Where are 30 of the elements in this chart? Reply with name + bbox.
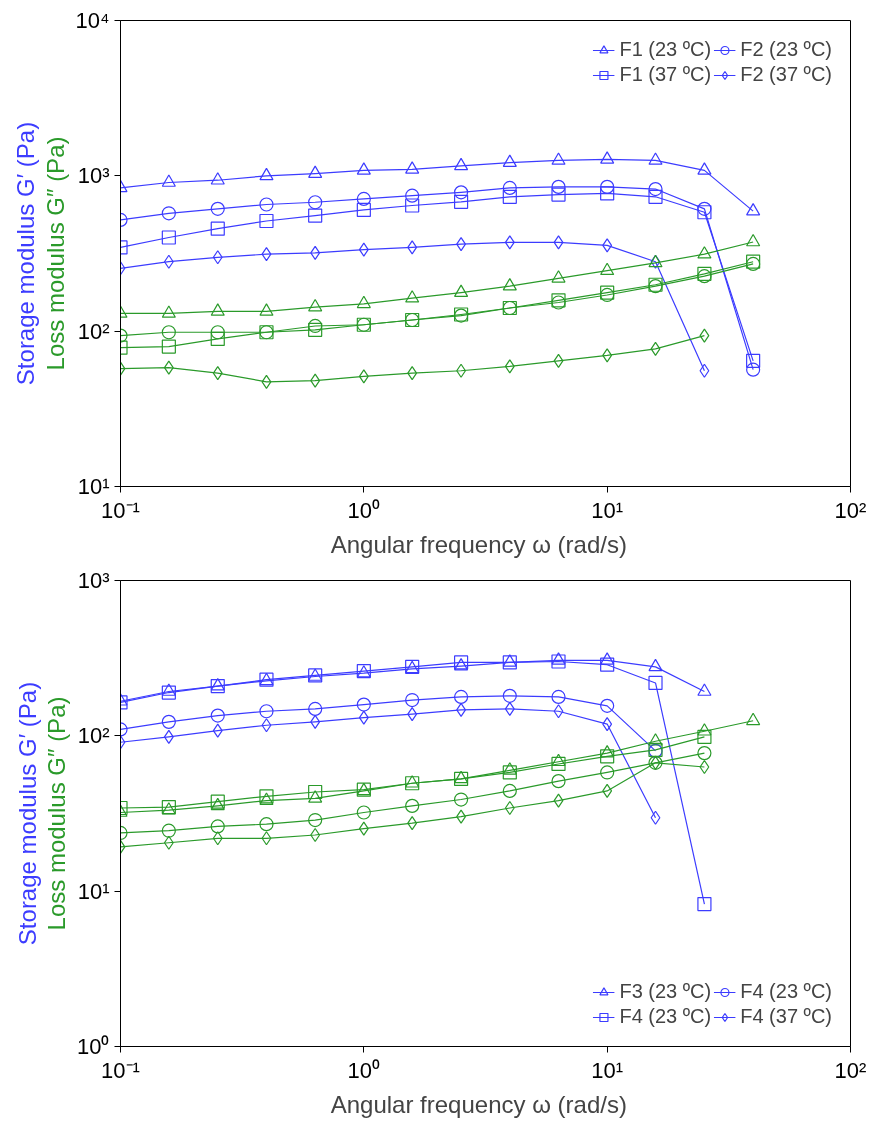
x-tick-label: 10⁰ (347, 1057, 381, 1083)
y-axis-title: Storage modulus G′ (Pa) (11, 121, 39, 386)
x-tick-label: 10¹ (591, 497, 624, 523)
y-tick-label: 10³ (77, 568, 110, 593)
legend-label: F4 (23 ºC) (740, 980, 832, 1003)
x-tick-label: 10² (834, 1057, 867, 1083)
x-tick-label: 10⁻¹ (101, 497, 140, 523)
legend-label: F4 (23 ºC) (619, 1005, 712, 1028)
x-tick-label: 10¹ (591, 1057, 624, 1083)
x-tick-label: 10² (834, 497, 867, 523)
y-tick-label: 10² (77, 318, 110, 344)
legend-label: F2 (37 ºC) (740, 63, 832, 86)
y-tick-label: 10¹ (77, 878, 110, 904)
y2-axis-title: Loss modulus G″ (Pa) (43, 696, 71, 931)
y-tick-label: 10⁰ (77, 1034, 110, 1059)
legend-label: F4 (37 ºC) (740, 1005, 832, 1028)
legend-label: F1 (23 ºC) (619, 38, 712, 61)
y-tick-label: 10² (77, 723, 110, 749)
x-tick-label: 10⁰ (347, 497, 381, 523)
y-tick-label: 10³ (77, 163, 110, 189)
y-axis-title: Storage modulus G′ (Pa) (13, 681, 41, 946)
x-axis-title: Angular frequency ω (rad/s) (330, 1090, 627, 1118)
y-tick-label: 10⁴ (75, 8, 110, 33)
legend-label: F2 (23 ºC) (740, 38, 832, 61)
legend-label: F1 (37 ºC) (619, 63, 712, 86)
y-tick-label: 10¹ (77, 474, 110, 499)
x-tick-label: 10⁻¹ (101, 1057, 140, 1083)
legend-label: F3 (23 ºC) (619, 980, 712, 1003)
x-axis-title: Angular frequency ω (rad/s) (330, 530, 627, 558)
y2-axis-title: Loss modulus G″ (Pa) (41, 136, 69, 371)
